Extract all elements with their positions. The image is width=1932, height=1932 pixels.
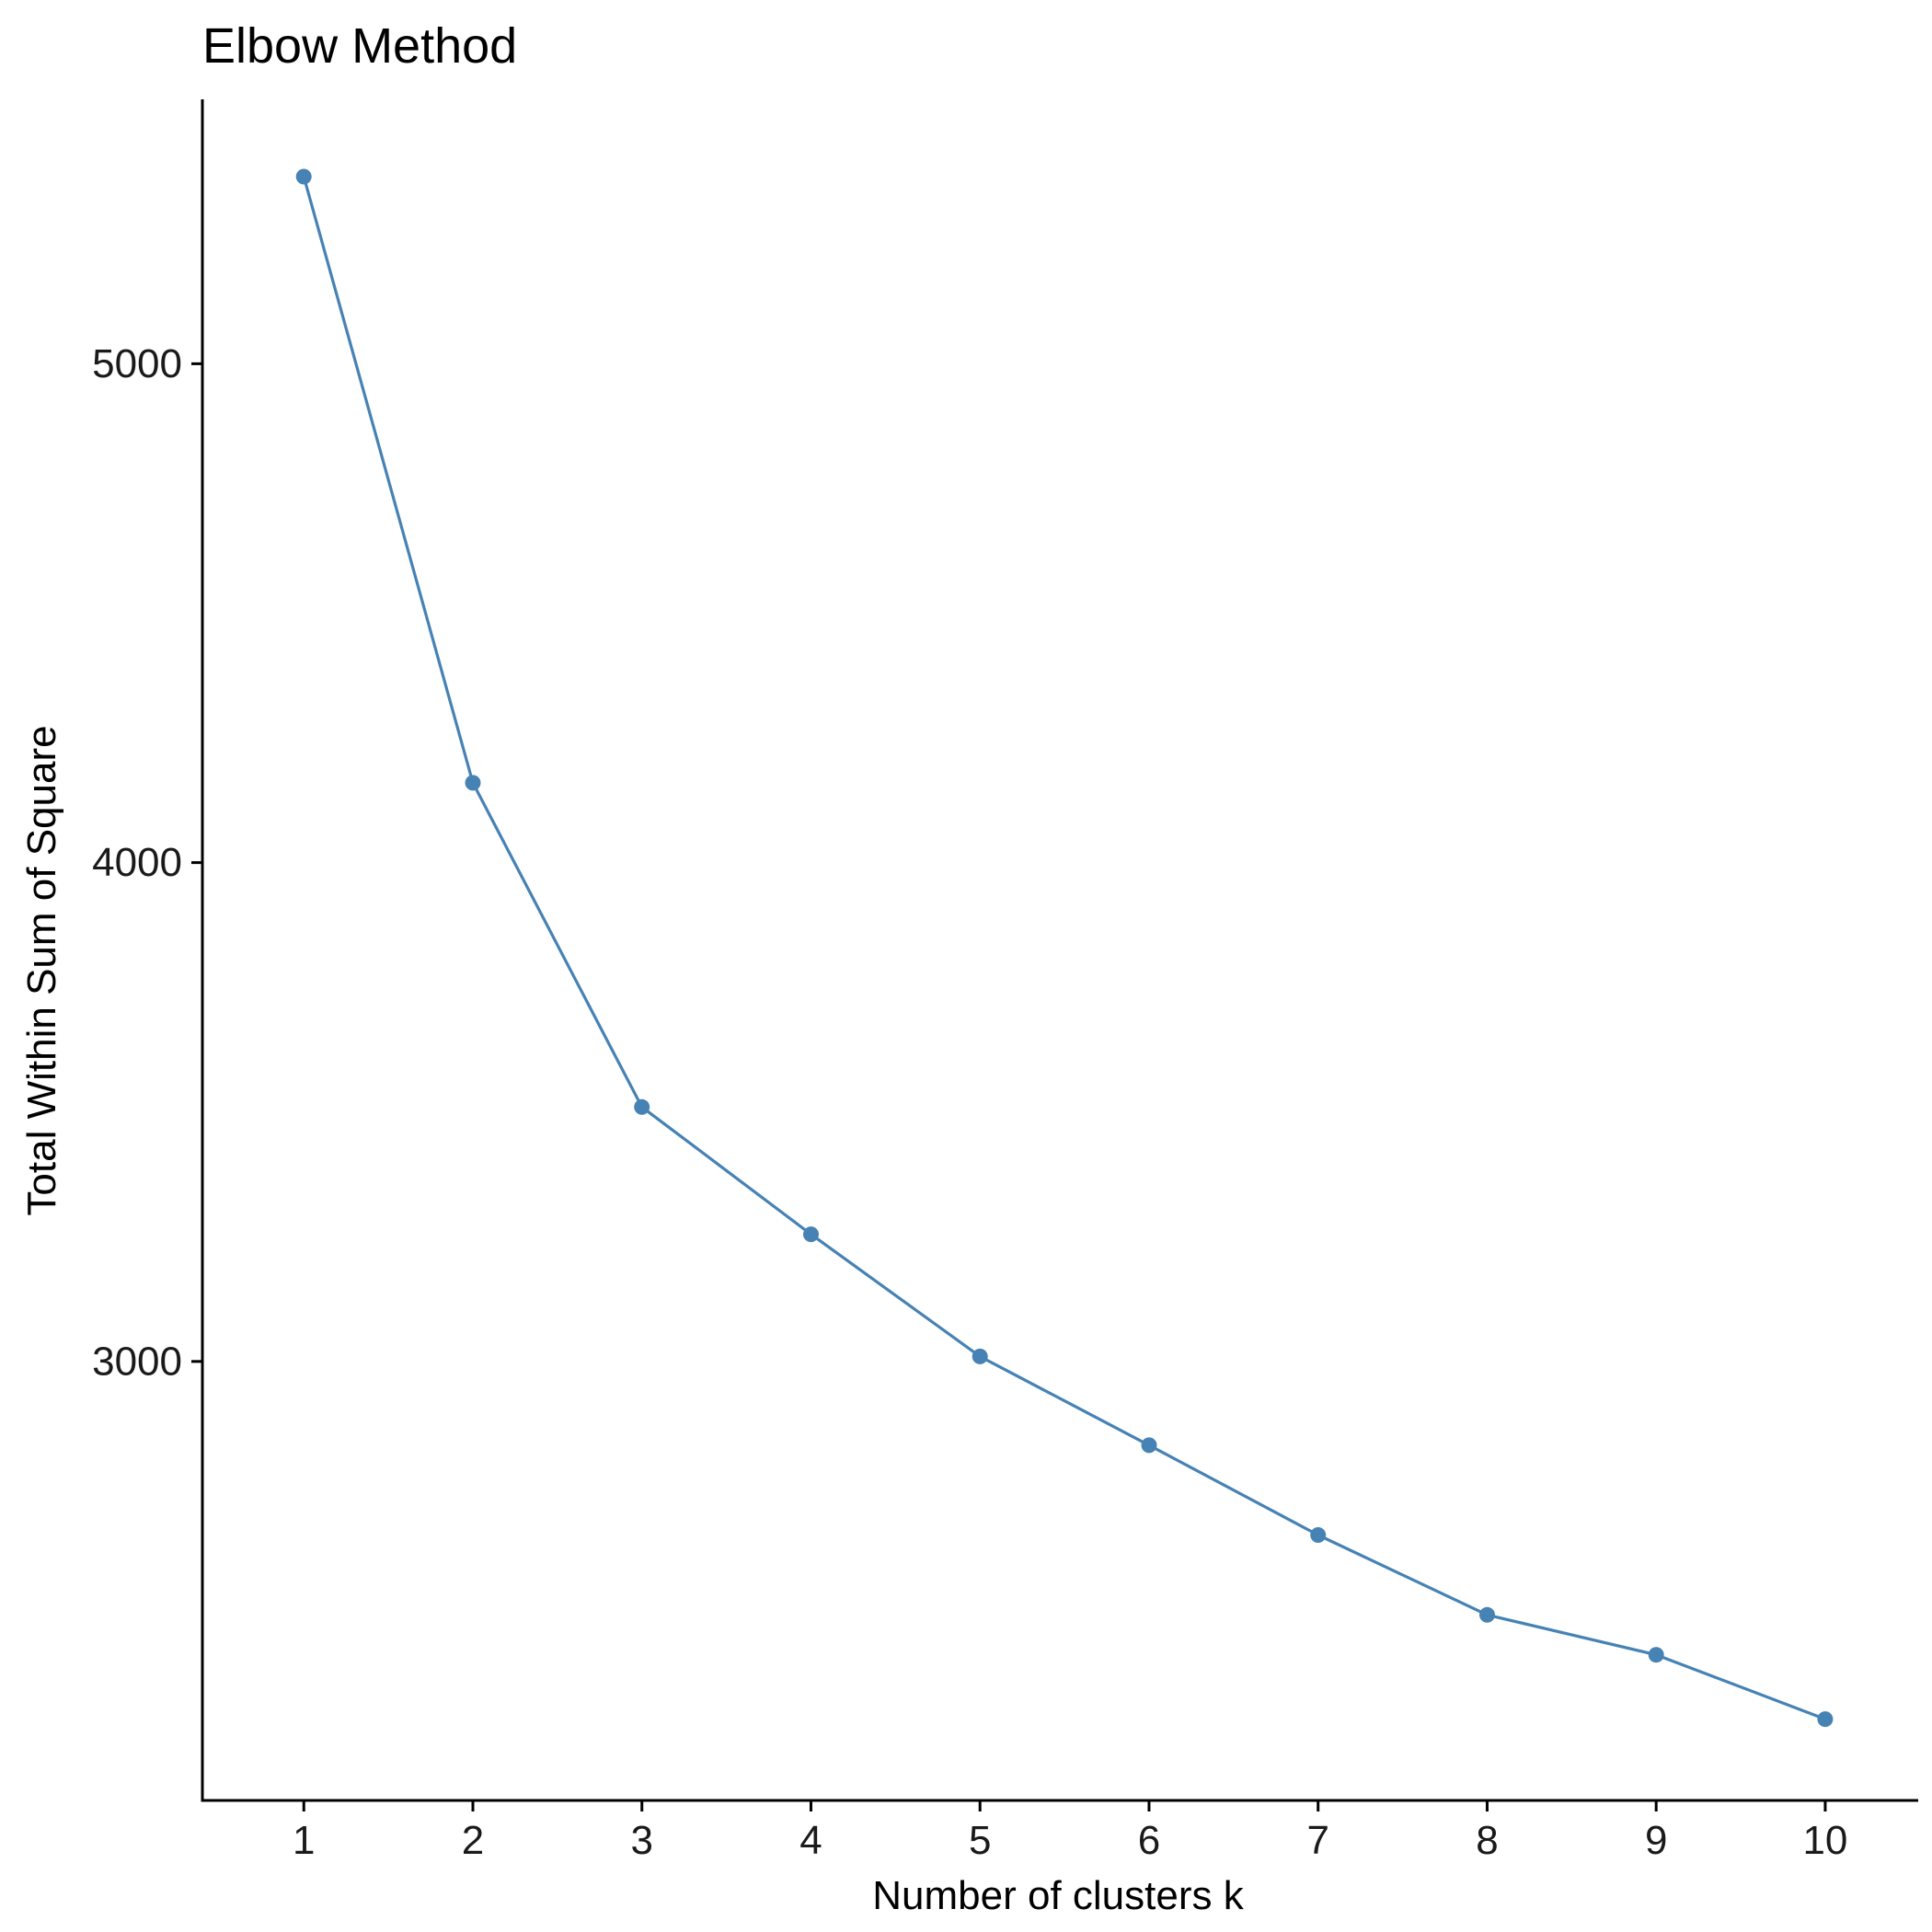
- data-point: [634, 1098, 650, 1115]
- x-tick-label: 3: [630, 1818, 652, 1863]
- x-axis-ticks: 1 2 3 4 5 6 7 8 9 10: [293, 1800, 1847, 1863]
- x-axis-title: Number of clusters k: [872, 1873, 1244, 1918]
- x-tick-label: 6: [1138, 1818, 1160, 1863]
- data-point: [1648, 1647, 1664, 1663]
- y-axis-ticks: 3000 4000 5000: [92, 341, 202, 1384]
- series-line: [302, 176, 1826, 1721]
- data-point: [803, 1226, 819, 1243]
- axes: 3000 4000 5000 1 2 3 4 5 6 7 8 9 10: [92, 99, 1918, 1863]
- y-tick-label: 5000: [92, 341, 182, 386]
- data-point: [465, 775, 481, 791]
- data-point: [972, 1348, 988, 1364]
- data-point: [295, 168, 312, 185]
- data-point: [1141, 1437, 1157, 1454]
- data-point: [1310, 1527, 1327, 1543]
- y-axis-title: Total Within Sum of Square: [19, 725, 64, 1215]
- x-tick-label: 4: [799, 1818, 822, 1863]
- x-tick-label: 9: [1645, 1818, 1667, 1863]
- x-tick-label: 8: [1476, 1818, 1498, 1863]
- data-point: [1479, 1606, 1495, 1623]
- x-tick-label: 5: [969, 1818, 991, 1863]
- data-point: [1817, 1711, 1834, 1728]
- x-tick-label: 2: [462, 1818, 484, 1863]
- y-tick-label: 4000: [92, 840, 182, 885]
- y-tick-label: 3000: [92, 1339, 182, 1384]
- x-tick-label: 7: [1306, 1818, 1328, 1863]
- x-tick-label: 1: [293, 1818, 315, 1863]
- chart-title: Elbow Method: [202, 18, 517, 74]
- series-layer: [295, 168, 1834, 1728]
- x-tick-label: 10: [1802, 1818, 1847, 1863]
